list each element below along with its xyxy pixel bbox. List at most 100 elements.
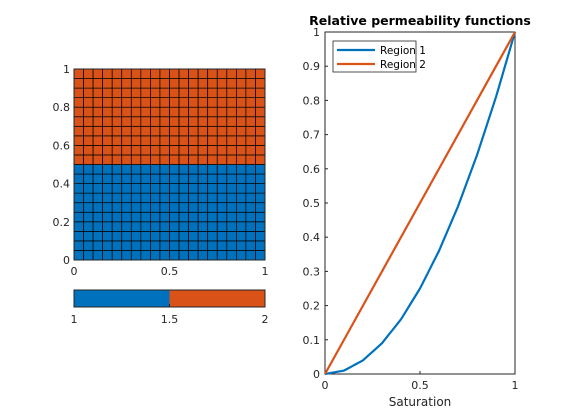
grid-cell: [245, 221, 256, 232]
grid-cell: [73, 183, 84, 194]
grid-cell: [188, 192, 199, 204]
x-tick-label: 1: [262, 265, 269, 278]
grid-cell: [207, 135, 218, 146]
grid-cell: [130, 135, 142, 146]
grid-cell: [140, 231, 151, 242]
grid-cell: [255, 231, 266, 242]
grid-cell: [83, 87, 94, 98]
grid-cell: [226, 164, 237, 175]
grid-cell: [226, 87, 237, 98]
grid-cell: [236, 78, 247, 89]
grid-cell: [150, 97, 161, 108]
grid-cell: [255, 145, 266, 156]
line-y-ticks: 0 0.1 0.2 0.3 0.4 0.5 0.6 0.7 0.8 0.9 1: [303, 26, 328, 381]
grid-cell: [188, 145, 199, 156]
grid-cell: [188, 250, 199, 261]
grid-cell: [92, 202, 103, 213]
grid-cell: [83, 78, 94, 89]
grid-cell: [245, 164, 256, 175]
grid-cell: [111, 68, 123, 79]
grid-cell: [83, 145, 94, 156]
grid-cell: [140, 145, 151, 156]
grid-cell: [150, 145, 161, 156]
grid-cell: [197, 125, 209, 137]
grid-cell: [121, 87, 132, 98]
grid-cell: [197, 202, 209, 213]
grid-cell: [188, 211, 199, 223]
grid-cell: [188, 78, 199, 89]
grid-cell: [130, 202, 142, 213]
grid-cell: [226, 106, 237, 118]
grid-cell: [150, 202, 161, 213]
colorbar-cells: [74, 290, 265, 307]
grid-cell: [255, 125, 266, 137]
grid-cell: [236, 87, 247, 98]
colorbar-tick-label: 2: [262, 313, 269, 326]
grid-cell: [169, 87, 180, 98]
grid-cells: [73, 68, 266, 261]
x-tick-label: 0.5: [161, 265, 179, 278]
grid-cell: [197, 97, 209, 108]
grid-cell: [102, 231, 113, 242]
grid-cell: [178, 211, 189, 223]
grid-cell: [255, 154, 266, 165]
grid-cell: [102, 211, 113, 223]
grid-cell: [102, 145, 113, 156]
grid-cell: [159, 145, 170, 156]
grid-cell: [111, 116, 123, 127]
grid-cell: [226, 250, 237, 261]
grid-cell: [159, 125, 170, 137]
grid-cell: [111, 135, 123, 146]
legend-box: [332, 40, 417, 73]
grid-cell: [169, 78, 180, 89]
grid-cell: [169, 125, 180, 137]
grid-cell: [207, 87, 218, 98]
grid-cell: [178, 78, 189, 89]
grid-cell: [111, 192, 123, 204]
grid-cell: [121, 116, 132, 127]
grid-cell: [197, 68, 209, 79]
grid-cell: [111, 78, 123, 89]
grid-cell: [150, 173, 161, 184]
grid-cell: [159, 135, 170, 146]
grid-cell: [130, 87, 142, 98]
colorbar-segment: [169, 290, 265, 307]
grid-cell: [216, 154, 228, 165]
grid-cell: [140, 125, 151, 137]
colorbar-segment: [74, 290, 170, 307]
series-line-1: [324, 31, 517, 376]
grid-cell: [92, 125, 103, 137]
y-tick-label: 0.2: [53, 216, 71, 229]
grid-cell: [188, 87, 199, 98]
grid-cell: [245, 202, 256, 213]
grid-cell: [207, 145, 218, 156]
grid-cell: [130, 183, 142, 194]
grid-cell: [169, 240, 180, 251]
grid-cell: [255, 97, 266, 108]
grid-cell: [140, 87, 151, 98]
grid-cell: [255, 68, 266, 79]
y-tick-label: 0.4: [53, 178, 71, 191]
grid-cell: [245, 173, 256, 184]
grid-cell: [111, 240, 123, 251]
grid-cell: [169, 116, 180, 127]
grid-cell: [216, 211, 228, 223]
grid-cell: [159, 173, 170, 184]
grid-cell: [226, 173, 237, 184]
grid-cell: [83, 173, 94, 184]
y-tick-label: 0.6: [303, 163, 321, 176]
grid-cell: [197, 164, 209, 175]
colorbar: 1 1.5 2: [71, 289, 269, 326]
grid-cell: [102, 78, 113, 89]
grid-cell: [245, 240, 256, 251]
grid-cell: [140, 240, 151, 251]
grid-cell: [178, 250, 189, 261]
grid-cell: [169, 192, 180, 204]
grid-cell: [102, 154, 113, 165]
grid-cell: [102, 250, 113, 261]
grid-cell: [207, 125, 218, 137]
grid-cell: [92, 183, 103, 194]
grid-cell: [140, 154, 151, 165]
y-tick-label: 0.8: [53, 101, 71, 114]
grid-cell: [73, 154, 84, 165]
